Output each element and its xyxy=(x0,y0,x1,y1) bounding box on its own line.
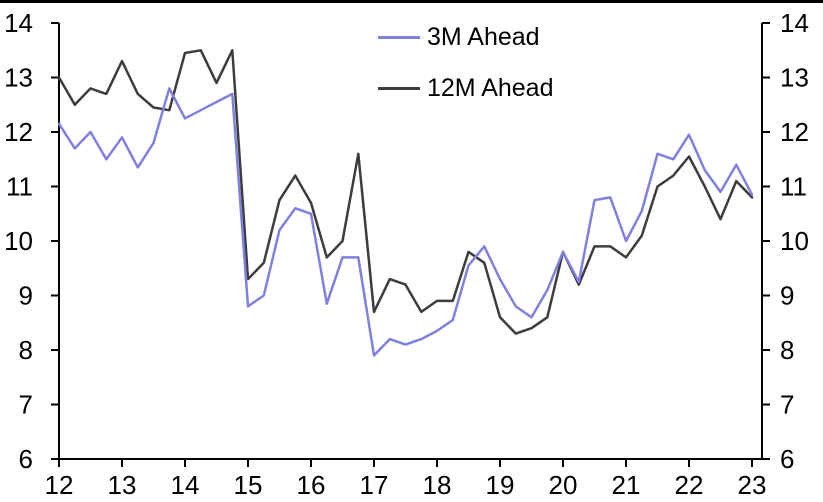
svg-text:18: 18 xyxy=(423,470,452,500)
svg-text:6: 6 xyxy=(19,444,33,474)
svg-text:9: 9 xyxy=(780,281,794,311)
svg-text:21: 21 xyxy=(612,470,641,500)
y-axis-right: 6 7 8 9 10 11 12 13 14 xyxy=(762,8,809,474)
series-line-3m-ahead xyxy=(57,87,754,357)
chart-legend: 3M Ahead 12M Ahead xyxy=(378,20,554,105)
legend-line-swatch-12m xyxy=(378,86,420,90)
svg-text:7: 7 xyxy=(780,390,794,420)
legend-item-3m-ahead: 3M Ahead xyxy=(378,20,554,54)
svg-text:9: 9 xyxy=(19,281,33,311)
legend-label-12m: 12M Ahead xyxy=(427,73,554,102)
svg-text:15: 15 xyxy=(234,470,263,500)
svg-text:20: 20 xyxy=(549,470,578,500)
svg-text:11: 11 xyxy=(780,172,807,202)
svg-text:14: 14 xyxy=(780,8,809,38)
svg-text:11: 11 xyxy=(6,172,33,202)
legend-label-3m: 3M Ahead xyxy=(427,22,540,51)
svg-text:12: 12 xyxy=(780,117,809,147)
svg-text:12: 12 xyxy=(4,117,33,147)
legend-item-12m-ahead: 12M Ahead xyxy=(378,71,554,105)
svg-text:14: 14 xyxy=(4,8,33,38)
legend-line-swatch-3m xyxy=(378,35,420,39)
svg-text:8: 8 xyxy=(780,335,794,365)
svg-text:7: 7 xyxy=(19,390,33,420)
svg-text:10: 10 xyxy=(780,226,809,256)
svg-text:13: 13 xyxy=(108,470,137,500)
series-line-12m-ahead xyxy=(57,49,754,335)
chart-top-border xyxy=(0,0,823,3)
svg-text:19: 19 xyxy=(486,470,515,500)
svg-text:16: 16 xyxy=(297,470,326,500)
svg-text:13: 13 xyxy=(780,63,809,93)
svg-text:10: 10 xyxy=(4,226,33,256)
svg-text:23: 23 xyxy=(738,470,767,500)
svg-text:6: 6 xyxy=(780,444,794,474)
x-axis: 12 13 14 15 16 17 18 19 20 21 22 23 xyxy=(45,459,767,500)
svg-text:22: 22 xyxy=(675,470,704,500)
svg-text:14: 14 xyxy=(171,470,200,500)
svg-text:13: 13 xyxy=(4,63,33,93)
svg-text:8: 8 xyxy=(19,335,33,365)
svg-text:12: 12 xyxy=(45,470,74,500)
y-axis-left: 6 7 8 9 10 11 12 13 14 xyxy=(4,8,59,474)
svg-text:17: 17 xyxy=(360,470,389,500)
